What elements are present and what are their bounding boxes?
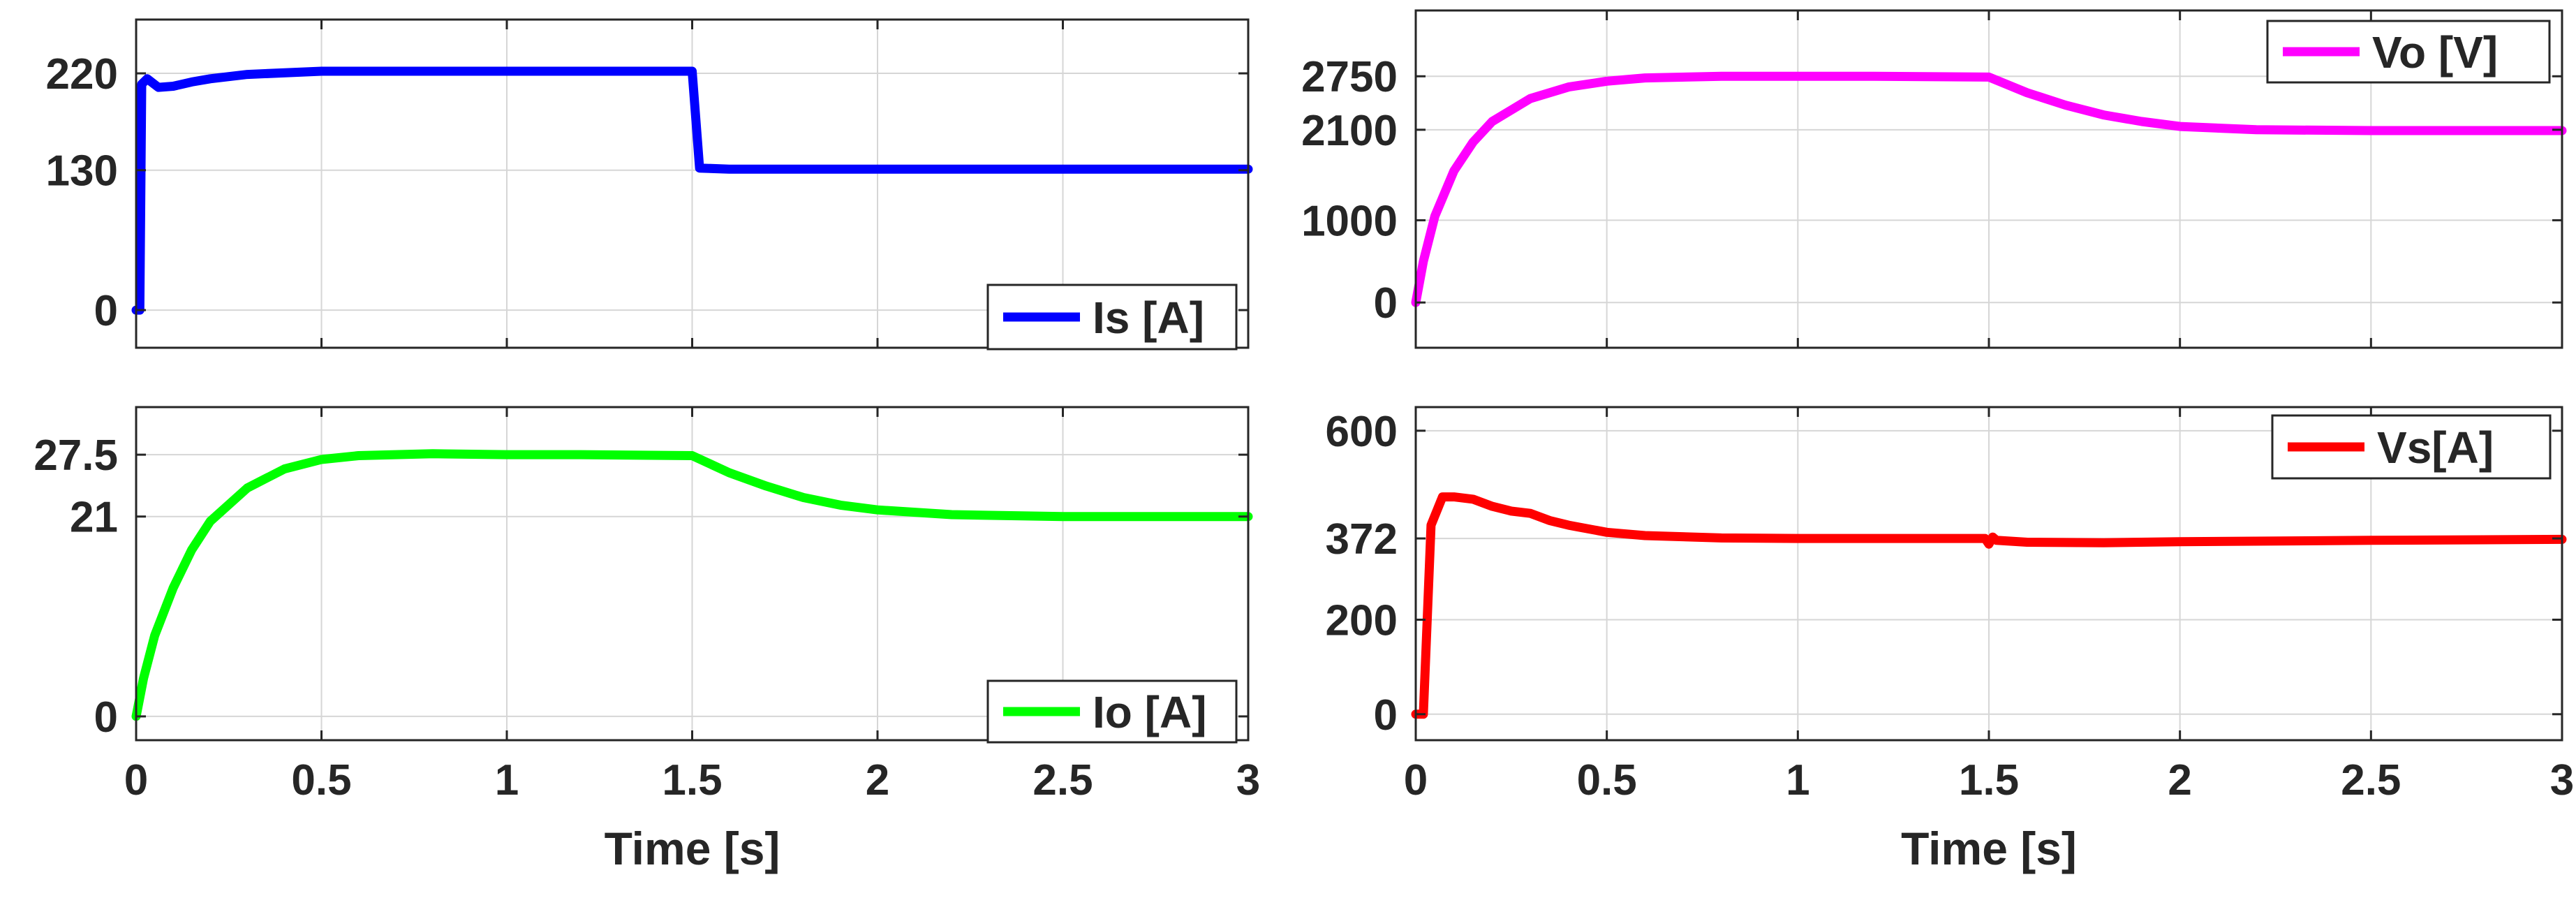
x-tick-label: 1.5 [662,756,722,804]
legend-vo: Vo [V] [2266,20,2551,84]
x-axis-title: Time [s] [1901,823,2077,874]
subplot-is: 0 130 220 Is [A] [46,18,1253,351]
y-tick-label: 1000 [1301,197,1398,245]
series-line-io [131,449,1253,721]
subplot-vs: 0 200 372 600 0 0.5 1 1.5 2 2.5 3 Time [s] Vs[A] [1326,406,2574,874]
legend-label: Vo [V] [2372,27,2498,78]
y-tick-label: 21 [70,494,118,542]
legend-is: Is [A] [986,284,1238,351]
x-tick-label: 2 [866,756,889,804]
x-tick-label: 3 [1236,756,1260,804]
x-tick-label: 1 [495,756,519,804]
legend-label: Is [A] [1093,293,1204,343]
y-tick-label: 372 [1326,515,1398,564]
x-tick-label: 0.5 [291,756,351,804]
y-tick-label: 200 [1326,596,1398,645]
subplot-vo: 0 1000 2100 2750 Vo [V] [1301,9,2567,349]
legend-io: Io [A] [986,679,1238,744]
x-tick-label: 2.5 [2341,756,2401,804]
y-tick-label: 600 [1326,408,1398,456]
y-tick-label: 0 [94,287,118,335]
y-tick-label: 0 [94,693,118,742]
legend-label: Vs[A] [2377,422,2494,473]
legend-label: Io [A] [1093,687,1207,737]
series-line-vs [1411,492,2567,719]
y-tick-label: 2750 [1301,53,1398,101]
y-tick-label: 0 [1374,691,1398,739]
x-tick-label: 2.5 [1032,756,1093,804]
subplot-io: 0 21 27.5 0 0.5 1 1.5 2 2.5 3 Time [s] Io [A] [34,406,1260,874]
legend-vs: Vs[A] [2271,414,2552,480]
y-tick-label: 2100 [1301,107,1398,155]
x-tick-label: 2 [2168,756,2191,804]
x-tick-label: 0 [1404,756,1428,804]
y-tick-label: 27.5 [34,432,118,480]
y-tick-label: 130 [46,147,118,196]
x-tick-label: 0 [124,756,148,804]
y-tick-label: 220 [46,50,118,98]
x-tick-label: 0.5 [1577,756,1637,804]
series-line-vo [1411,71,2567,307]
x-tick-label: 1 [1786,756,1809,804]
y-tick-label: 0 [1374,279,1398,327]
x-axis-title: Time [s] [605,823,780,874]
x-tick-label: 3 [2550,756,2574,804]
series-line-is [131,66,1253,315]
x-tick-label: 1.5 [1959,756,2019,804]
